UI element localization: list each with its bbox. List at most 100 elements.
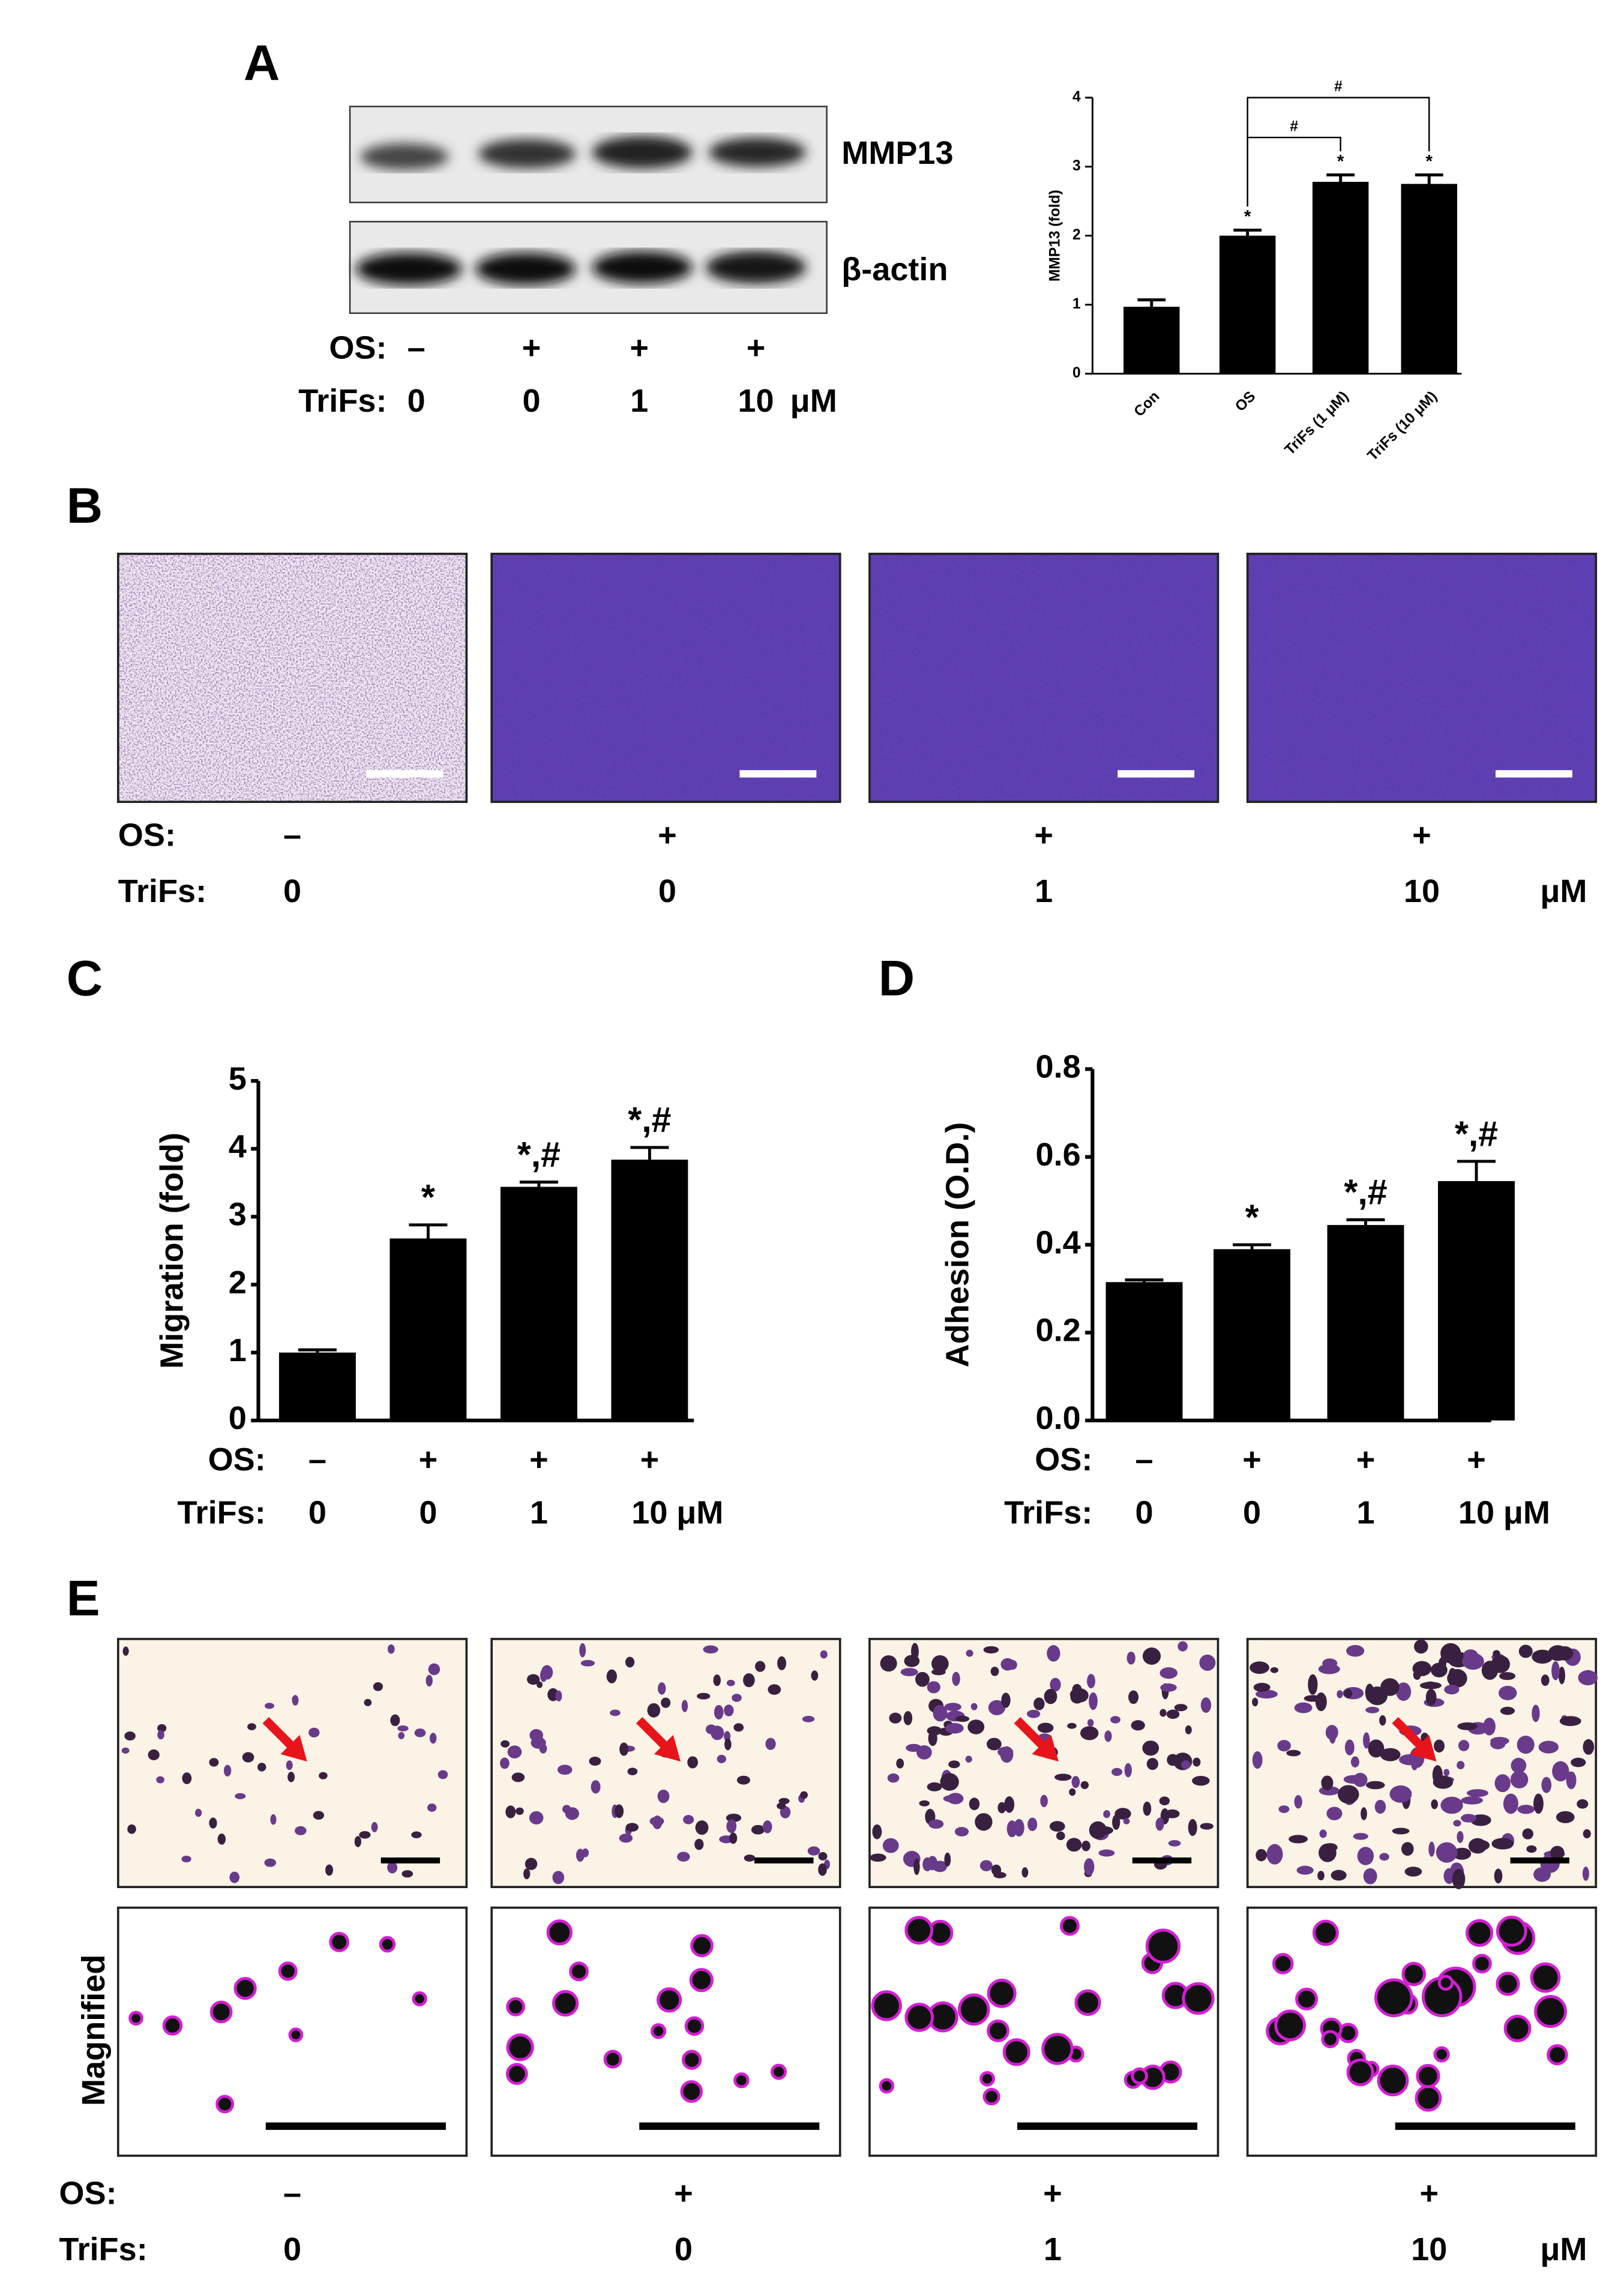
cell [1253, 1683, 1271, 1692]
cell [1059, 1916, 1080, 1936]
cell [1321, 2030, 1340, 2048]
cell [1145, 1928, 1181, 1964]
cell [931, 1655, 949, 1673]
trifs-value: 1 [630, 383, 648, 419]
cell [552, 1871, 565, 1884]
cell [684, 2016, 705, 2036]
cell [1165, 1809, 1180, 1818]
cell [287, 1772, 295, 1782]
os-value: + [529, 1442, 549, 1478]
cell [997, 1746, 1014, 1757]
micrograph-frame [1246, 552, 1598, 803]
cell [726, 1679, 735, 1686]
trifs-label: TriFs: [118, 873, 206, 909]
cell [1103, 1809, 1110, 1818]
cell [927, 1681, 940, 1694]
cell [1338, 1785, 1359, 1804]
cell [1440, 1796, 1463, 1814]
os-value: + [630, 330, 649, 366]
cell [1532, 1704, 1540, 1722]
micrograph [116, 1638, 468, 1889]
cell [1483, 1718, 1496, 1736]
cell [523, 1868, 531, 1880]
micrograph-texture [1247, 553, 1596, 802]
cell [412, 1991, 427, 2007]
cell [887, 1773, 900, 1783]
cell [965, 1755, 972, 1763]
cell [411, 1831, 422, 1838]
y-tick-label: 0.2 [1035, 1313, 1080, 1349]
cell [354, 1836, 361, 1847]
cell [1050, 1677, 1061, 1692]
cell [1444, 1685, 1460, 1695]
y-tick-label: 4 [229, 1128, 247, 1164]
cell [1443, 1769, 1450, 1776]
cell [1430, 1662, 1448, 1677]
cell [1142, 1740, 1159, 1756]
cell [1177, 1641, 1188, 1652]
cell [1452, 1868, 1466, 1889]
cell [516, 1807, 524, 1815]
cell [438, 1770, 448, 1779]
trifs-value: 10 [738, 383, 774, 419]
y-tick-label: 3 [1072, 158, 1081, 174]
trifs-value: 0 [1243, 1495, 1261, 1531]
cell [1457, 1761, 1465, 1770]
y-tick-label: 0.8 [1035, 1049, 1080, 1085]
cell [359, 1830, 371, 1839]
cell [1087, 1719, 1094, 1727]
cell [1200, 1697, 1212, 1713]
cell [927, 1856, 937, 1871]
cell [733, 1723, 744, 1732]
cell [1080, 1726, 1099, 1740]
cell [265, 1703, 274, 1709]
cell [1325, 1725, 1338, 1740]
cell [1377, 2065, 1409, 2096]
cell [1550, 1845, 1565, 1860]
cell [373, 1682, 383, 1691]
cell [800, 1791, 808, 1799]
cell [1496, 1972, 1520, 1996]
unit: μM [676, 1495, 723, 1531]
cell [1431, 1799, 1439, 1809]
cell [1200, 1823, 1213, 1830]
cell [988, 1700, 1006, 1715]
cell [955, 1715, 970, 1722]
cell [1071, 1776, 1080, 1788]
cell [1098, 1849, 1115, 1857]
os-label: OS: [208, 1442, 266, 1478]
os-value: – [1135, 1442, 1153, 1478]
cell [657, 1987, 682, 2013]
cell [1142, 1647, 1161, 1665]
cell [537, 1681, 543, 1688]
x-tick-label: TriFs (10 μM) [1365, 388, 1440, 464]
cell [1159, 1796, 1170, 1806]
cell [1174, 1704, 1188, 1712]
trifs-value: 1 [1044, 2231, 1062, 2267]
cell [1124, 1763, 1132, 1778]
cell [1199, 1654, 1216, 1671]
cell [703, 1645, 718, 1654]
cell [1166, 1709, 1180, 1719]
micrograph-texture [118, 553, 467, 802]
cell [122, 1646, 129, 1656]
cell [428, 1663, 441, 1676]
cell [1432, 1765, 1443, 1785]
cell [1396, 1682, 1412, 1701]
cell [1319, 1829, 1327, 1838]
cell [944, 1703, 961, 1712]
bracket [1247, 97, 1430, 207]
cell [1160, 1683, 1177, 1692]
cell [1289, 1835, 1308, 1844]
cell [1463, 1649, 1478, 1661]
cell [966, 1649, 973, 1657]
cell [625, 1823, 639, 1832]
cell [1416, 2063, 1440, 2089]
cell [1552, 1761, 1569, 1782]
cell [603, 2050, 622, 2069]
cell [1000, 1658, 1015, 1671]
cell [1069, 1788, 1076, 1796]
blot-bands [355, 251, 807, 286]
cell [1074, 1989, 1101, 2016]
bracket-label: # [1290, 118, 1298, 134]
